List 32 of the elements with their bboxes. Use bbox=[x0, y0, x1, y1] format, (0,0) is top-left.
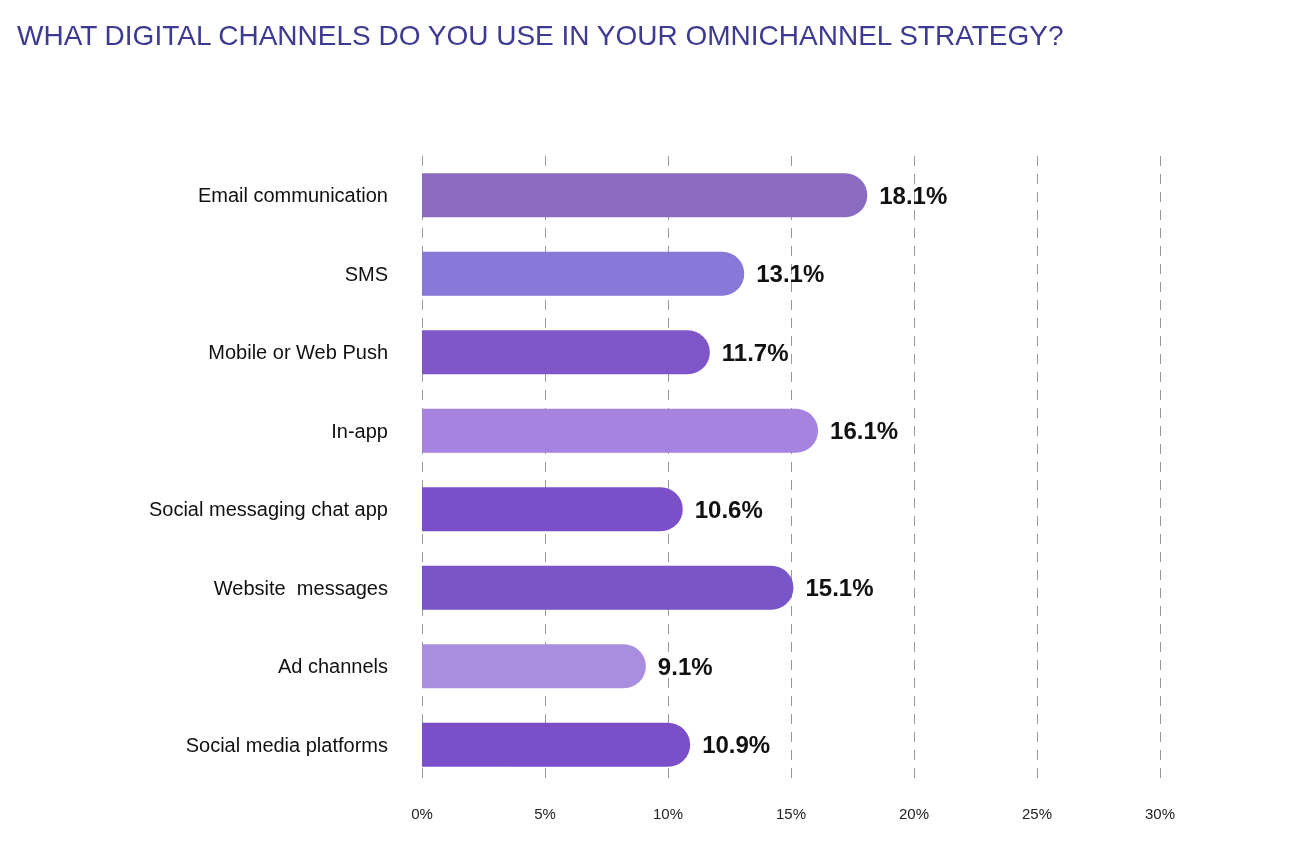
y-tick-label: Email communication bbox=[197, 184, 388, 207]
x-tick-label: 10% bbox=[652, 805, 684, 822]
data-label: 11.7% bbox=[721, 338, 789, 366]
x-tick-label: 5% bbox=[534, 805, 556, 822]
data-label: 13.1% bbox=[756, 260, 825, 288]
bar bbox=[422, 173, 868, 218]
y-tick-label: In-app bbox=[331, 419, 388, 442]
bar bbox=[422, 644, 646, 689]
y-tick-label: Website messages bbox=[213, 576, 388, 599]
data-label: 10.9% bbox=[702, 731, 771, 759]
x-tick-label: 20% bbox=[898, 805, 930, 822]
data-label: 16.1% bbox=[830, 417, 899, 445]
data-label: 9.1% bbox=[657, 652, 713, 680]
x-tick-label: 25% bbox=[1021, 805, 1053, 822]
y-tick-label: Mobile or Web Push bbox=[208, 341, 388, 364]
bar bbox=[422, 487, 683, 532]
bar bbox=[422, 330, 710, 375]
x-tick-label: 0% bbox=[411, 805, 433, 822]
x-tick-label: 15% bbox=[775, 805, 807, 822]
bar bbox=[422, 722, 691, 767]
bar bbox=[422, 408, 819, 453]
y-tick-label: Social media platforms bbox=[185, 733, 388, 756]
bar bbox=[422, 251, 745, 296]
data-label: 18.1% bbox=[879, 181, 948, 209]
y-tick-label: SMS bbox=[344, 262, 388, 285]
chart-title: WHAT DIGITAL CHANNELS DO YOU USE IN YOUR OMNICHANNEL STRATEGY? bbox=[17, 19, 1064, 51]
data-label: 10.6% bbox=[694, 495, 763, 523]
y-tick-label: Ad channels bbox=[277, 655, 388, 678]
x-tick-label: 30% bbox=[1144, 805, 1176, 822]
bar bbox=[422, 565, 794, 610]
data-label: 15.1% bbox=[805, 574, 874, 602]
y-tick-label: Social messaging chat app bbox=[148, 498, 388, 521]
